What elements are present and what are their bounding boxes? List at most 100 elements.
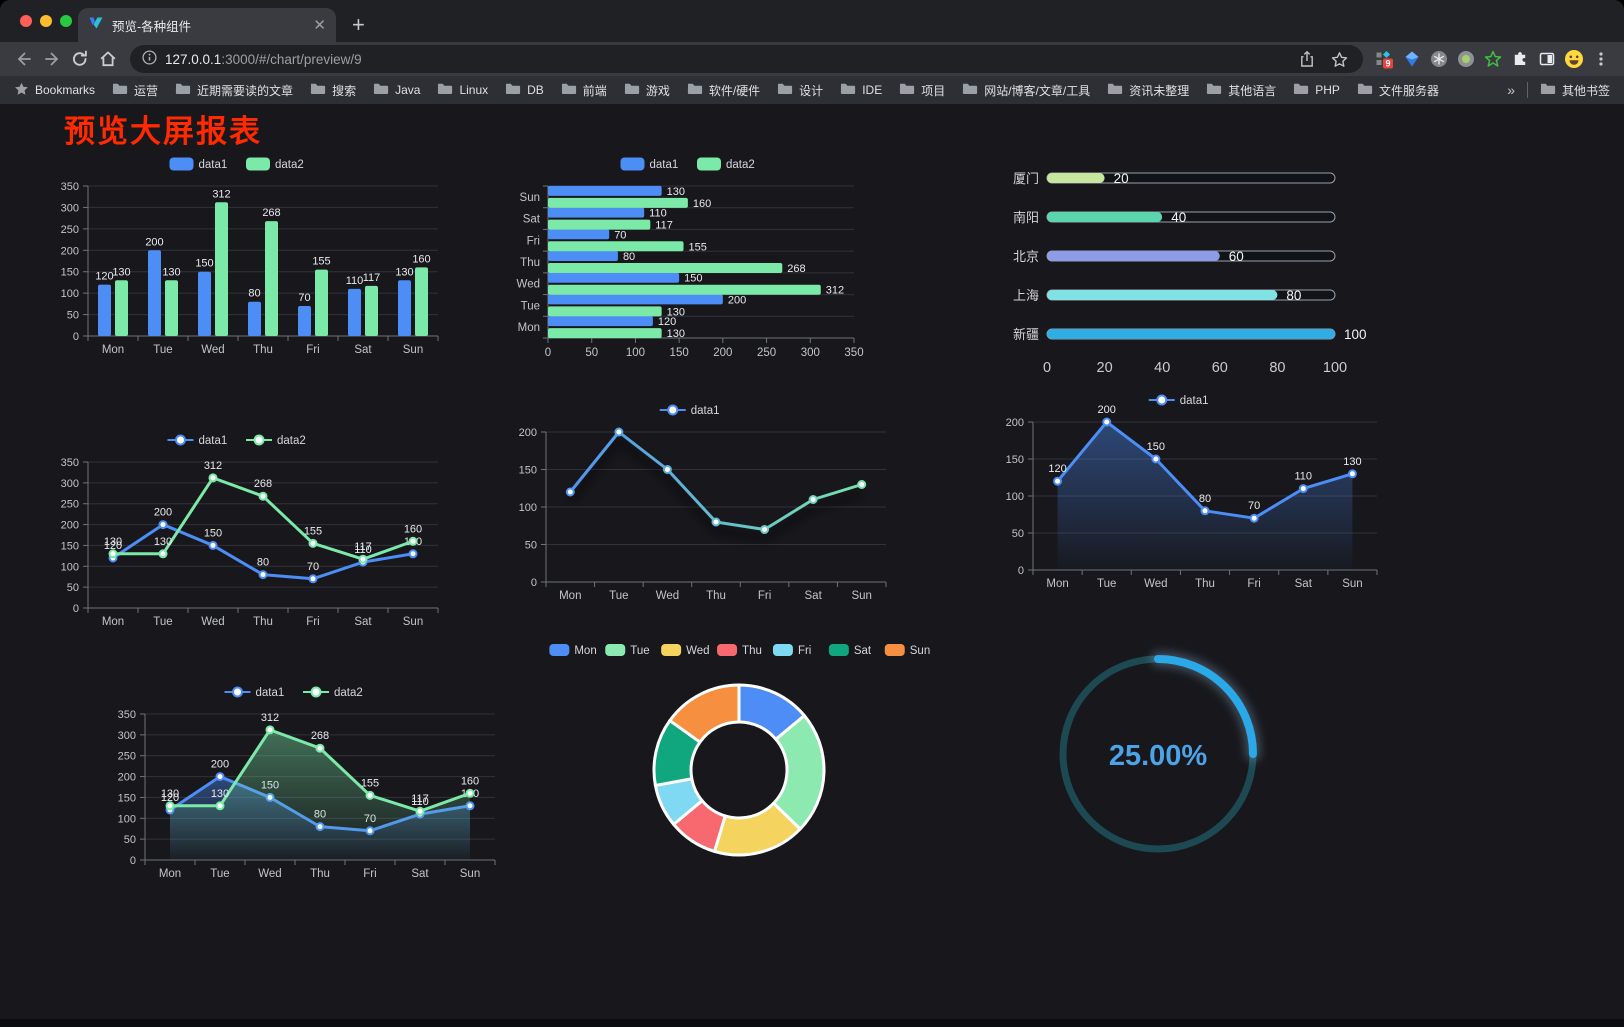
folder-icon bbox=[624, 82, 640, 98]
horizontal-bar-chart[interactable]: 0 50 100 150 200 250 300 350 Mon Tue Wed Thu Fri Sat S… bbox=[498, 150, 896, 364]
svg-text:150: 150 bbox=[519, 465, 537, 477]
address-bar[interactable]: 127.0.0.1:3000/#/chart/preview/9 bbox=[130, 45, 1363, 73]
chart-legend[interactable]: data1 data2 bbox=[224, 686, 363, 699]
svg-text:130: 130 bbox=[162, 266, 180, 278]
chart-legend[interactable]: data1 data2 bbox=[167, 434, 306, 447]
progress-row-新疆[interactable]: 新疆 100 bbox=[1013, 327, 1367, 342]
svg-text:北京: 北京 bbox=[1013, 249, 1039, 264]
minimize-window-button[interactable] bbox=[40, 15, 52, 27]
share-icon[interactable] bbox=[1295, 47, 1319, 71]
bookmark-label: 网站/博客/文章/工具 bbox=[984, 83, 1091, 98]
bookmark-item[interactable]: PHP bbox=[1293, 82, 1340, 98]
back-button[interactable] bbox=[10, 45, 38, 73]
bookmark-item[interactable]: 前端 bbox=[561, 82, 607, 99]
extension-green-dot-icon[interactable] bbox=[1452, 46, 1479, 73]
fullscreen-window-button[interactable] bbox=[60, 15, 72, 27]
bookmark-star-icon[interactable] bbox=[1327, 47, 1351, 71]
svg-text:350: 350 bbox=[61, 457, 79, 469]
bookmark-item[interactable]: 资讯未整理 bbox=[1107, 82, 1189, 99]
svg-text:Wed: Wed bbox=[258, 868, 281, 880]
multi-line-chart[interactable]: 0 50 100 150 200 250 300 350 Mon Tue Wed Thu Fri Sat S… bbox=[40, 426, 452, 634]
home-button[interactable] bbox=[94, 45, 122, 73]
browser-menu-icon[interactable] bbox=[1587, 46, 1614, 73]
bookmark-label: 其他语言 bbox=[1228, 83, 1277, 98]
chart-legend[interactable]: data1 bbox=[659, 404, 720, 417]
svg-text:312: 312 bbox=[826, 285, 844, 297]
svg-text:150: 150 bbox=[118, 792, 136, 804]
progress-row-北京[interactable]: 北京 60 bbox=[1013, 249, 1336, 264]
progress-row-厦门[interactable]: 厦门 20 bbox=[1013, 171, 1336, 186]
chart-legend[interactable]: data1 data2 bbox=[169, 157, 304, 172]
multi-area-line-chart[interactable]: 0 50 100 150 200 250 300 350 Mon Tue Wed Thu Fri Sat S… bbox=[97, 678, 509, 886]
svg-text:150: 150 bbox=[195, 258, 213, 270]
axis: 0 50 100 150 200 250 300 350 Mon Tue Wed Thu Fri Sat S… bbox=[517, 185, 864, 359]
bookmark-item[interactable]: 软件/硬件 bbox=[687, 82, 760, 99]
gradient-line-chart[interactable]: 0 50 100 150 200 Mon Tue Wed Thu Fri Sat Sun data1 bbox=[498, 396, 900, 608]
extension-gem-icon[interactable] bbox=[1398, 46, 1425, 73]
area-line-chart[interactable]: 0 50 100 150 200 Mon Tue Wed Thu Fri Sat Sun 120 200 1… bbox=[985, 386, 1391, 596]
donut-chart[interactable]: Mon Tue Wed Thu Fri Sat Sun bbox=[545, 636, 945, 864]
bookmark-item[interactable]: 运营 bbox=[112, 82, 158, 99]
progress-row-上海[interactable]: 上海 80 bbox=[1013, 288, 1336, 303]
progress-bar-chart[interactable]: 厦门 20 南阳 40 北京 60 上海 80 新疆 100 0 20 40 60 80 100 bbox=[985, 156, 1405, 378]
extension-green-star-icon[interactable] bbox=[1479, 46, 1506, 73]
bookmark-item[interactable]: 搜索 bbox=[310, 82, 356, 99]
line-series-data2[interactable]: 130 130 312 268 155 117 160 bbox=[161, 712, 479, 860]
bookmark-item[interactable]: 文件服务器 bbox=[1357, 82, 1439, 99]
svg-text:150: 150 bbox=[1147, 441, 1165, 453]
bar-series-data2[interactable]: 130 130 312 268 155 117 160 bbox=[548, 197, 844, 340]
svg-text:新疆: 新疆 bbox=[1013, 327, 1039, 342]
svg-text:Sun: Sun bbox=[520, 192, 540, 204]
new-tab-button[interactable]: + bbox=[352, 12, 365, 37]
folder-icon bbox=[840, 82, 856, 98]
svg-text:Wed: Wed bbox=[1144, 578, 1167, 590]
line-series-data2[interactable]: 130 130 312 268 155 117 160 bbox=[104, 460, 422, 564]
bookmark-item[interactable]: 近期需要读的文章 bbox=[175, 82, 293, 99]
extensions-puzzle-icon[interactable] bbox=[1506, 46, 1533, 73]
chart-legend[interactable]: data1 bbox=[1148, 394, 1209, 407]
line-series-data1[interactable] bbox=[565, 427, 867, 534]
tab-close-icon[interactable]: ✕ bbox=[313, 16, 326, 34]
svg-text:Tue: Tue bbox=[521, 300, 540, 312]
svg-text:Thu: Thu bbox=[310, 868, 330, 880]
chart-legend[interactable]: Mon Tue Wed Thu Fri Sat Sun bbox=[549, 644, 930, 657]
svg-text:data1: data1 bbox=[691, 405, 720, 417]
bookmark-item[interactable]: 网站/博客/文章/工具 bbox=[962, 82, 1090, 99]
bookmark-item[interactable]: Bookmarks bbox=[14, 82, 95, 99]
svg-text:Mon: Mon bbox=[574, 645, 596, 657]
extension-adblocker-icon[interactable]: 9 bbox=[1371, 46, 1398, 73]
gauge-chart[interactable]: 25.00% bbox=[1048, 642, 1268, 866]
sidebar-toggle-icon[interactable] bbox=[1533, 46, 1560, 73]
svg-text:150: 150 bbox=[670, 347, 689, 359]
donut-slice-Sun[interactable] bbox=[668, 683, 741, 744]
bookmark-item[interactable]: DB bbox=[505, 82, 544, 98]
browser-tab[interactable]: 预览-各种组件 ✕ bbox=[78, 8, 336, 42]
svg-text:Mon: Mon bbox=[159, 868, 181, 880]
grouped-bar-chart[interactable]: 0 50 100 150 200 250 300 350 Mon Tue Wed Thu Fri Sat S… bbox=[40, 150, 452, 362]
bookmark-item[interactable]: IDE bbox=[840, 82, 882, 98]
line-series-data1[interactable]: 120 200 150 80 70 110 130 bbox=[104, 507, 422, 584]
svg-text:Sun: Sun bbox=[403, 344, 423, 356]
chart-legend[interactable]: data1 data2 bbox=[620, 157, 755, 172]
bookmarks-overflow-chevron[interactable]: » bbox=[1507, 82, 1515, 98]
extension-snowflake-icon[interactable] bbox=[1425, 46, 1452, 73]
bookmark-item-other-bookmarks[interactable]: 其他书签 bbox=[1540, 82, 1610, 99]
svg-text:268: 268 bbox=[262, 207, 280, 219]
bar-series-data2[interactable]: 130 130 312 268 155 117 160 bbox=[112, 188, 431, 336]
line-series-data1[interactable]: 120 200 150 80 70 110 130 bbox=[1048, 404, 1362, 570]
bookmark-item[interactable]: Linux bbox=[437, 82, 488, 98]
progress-row-南阳[interactable]: 南阳 40 bbox=[1013, 210, 1336, 225]
forward-button[interactable] bbox=[38, 45, 66, 73]
site-info-icon[interactable] bbox=[142, 50, 157, 68]
bookmark-item[interactable]: 游戏 bbox=[624, 82, 670, 99]
reload-button[interactable] bbox=[66, 45, 94, 73]
folder-icon bbox=[373, 82, 389, 98]
bookmark-item[interactable]: Java bbox=[373, 82, 420, 98]
bookmark-item[interactable]: 项目 bbox=[899, 82, 945, 99]
bookmark-item[interactable]: 其他语言 bbox=[1206, 82, 1276, 99]
bookmark-item[interactable]: 设计 bbox=[777, 82, 823, 99]
close-window-button[interactable] bbox=[20, 15, 32, 27]
profile-avatar[interactable] bbox=[1560, 46, 1587, 73]
